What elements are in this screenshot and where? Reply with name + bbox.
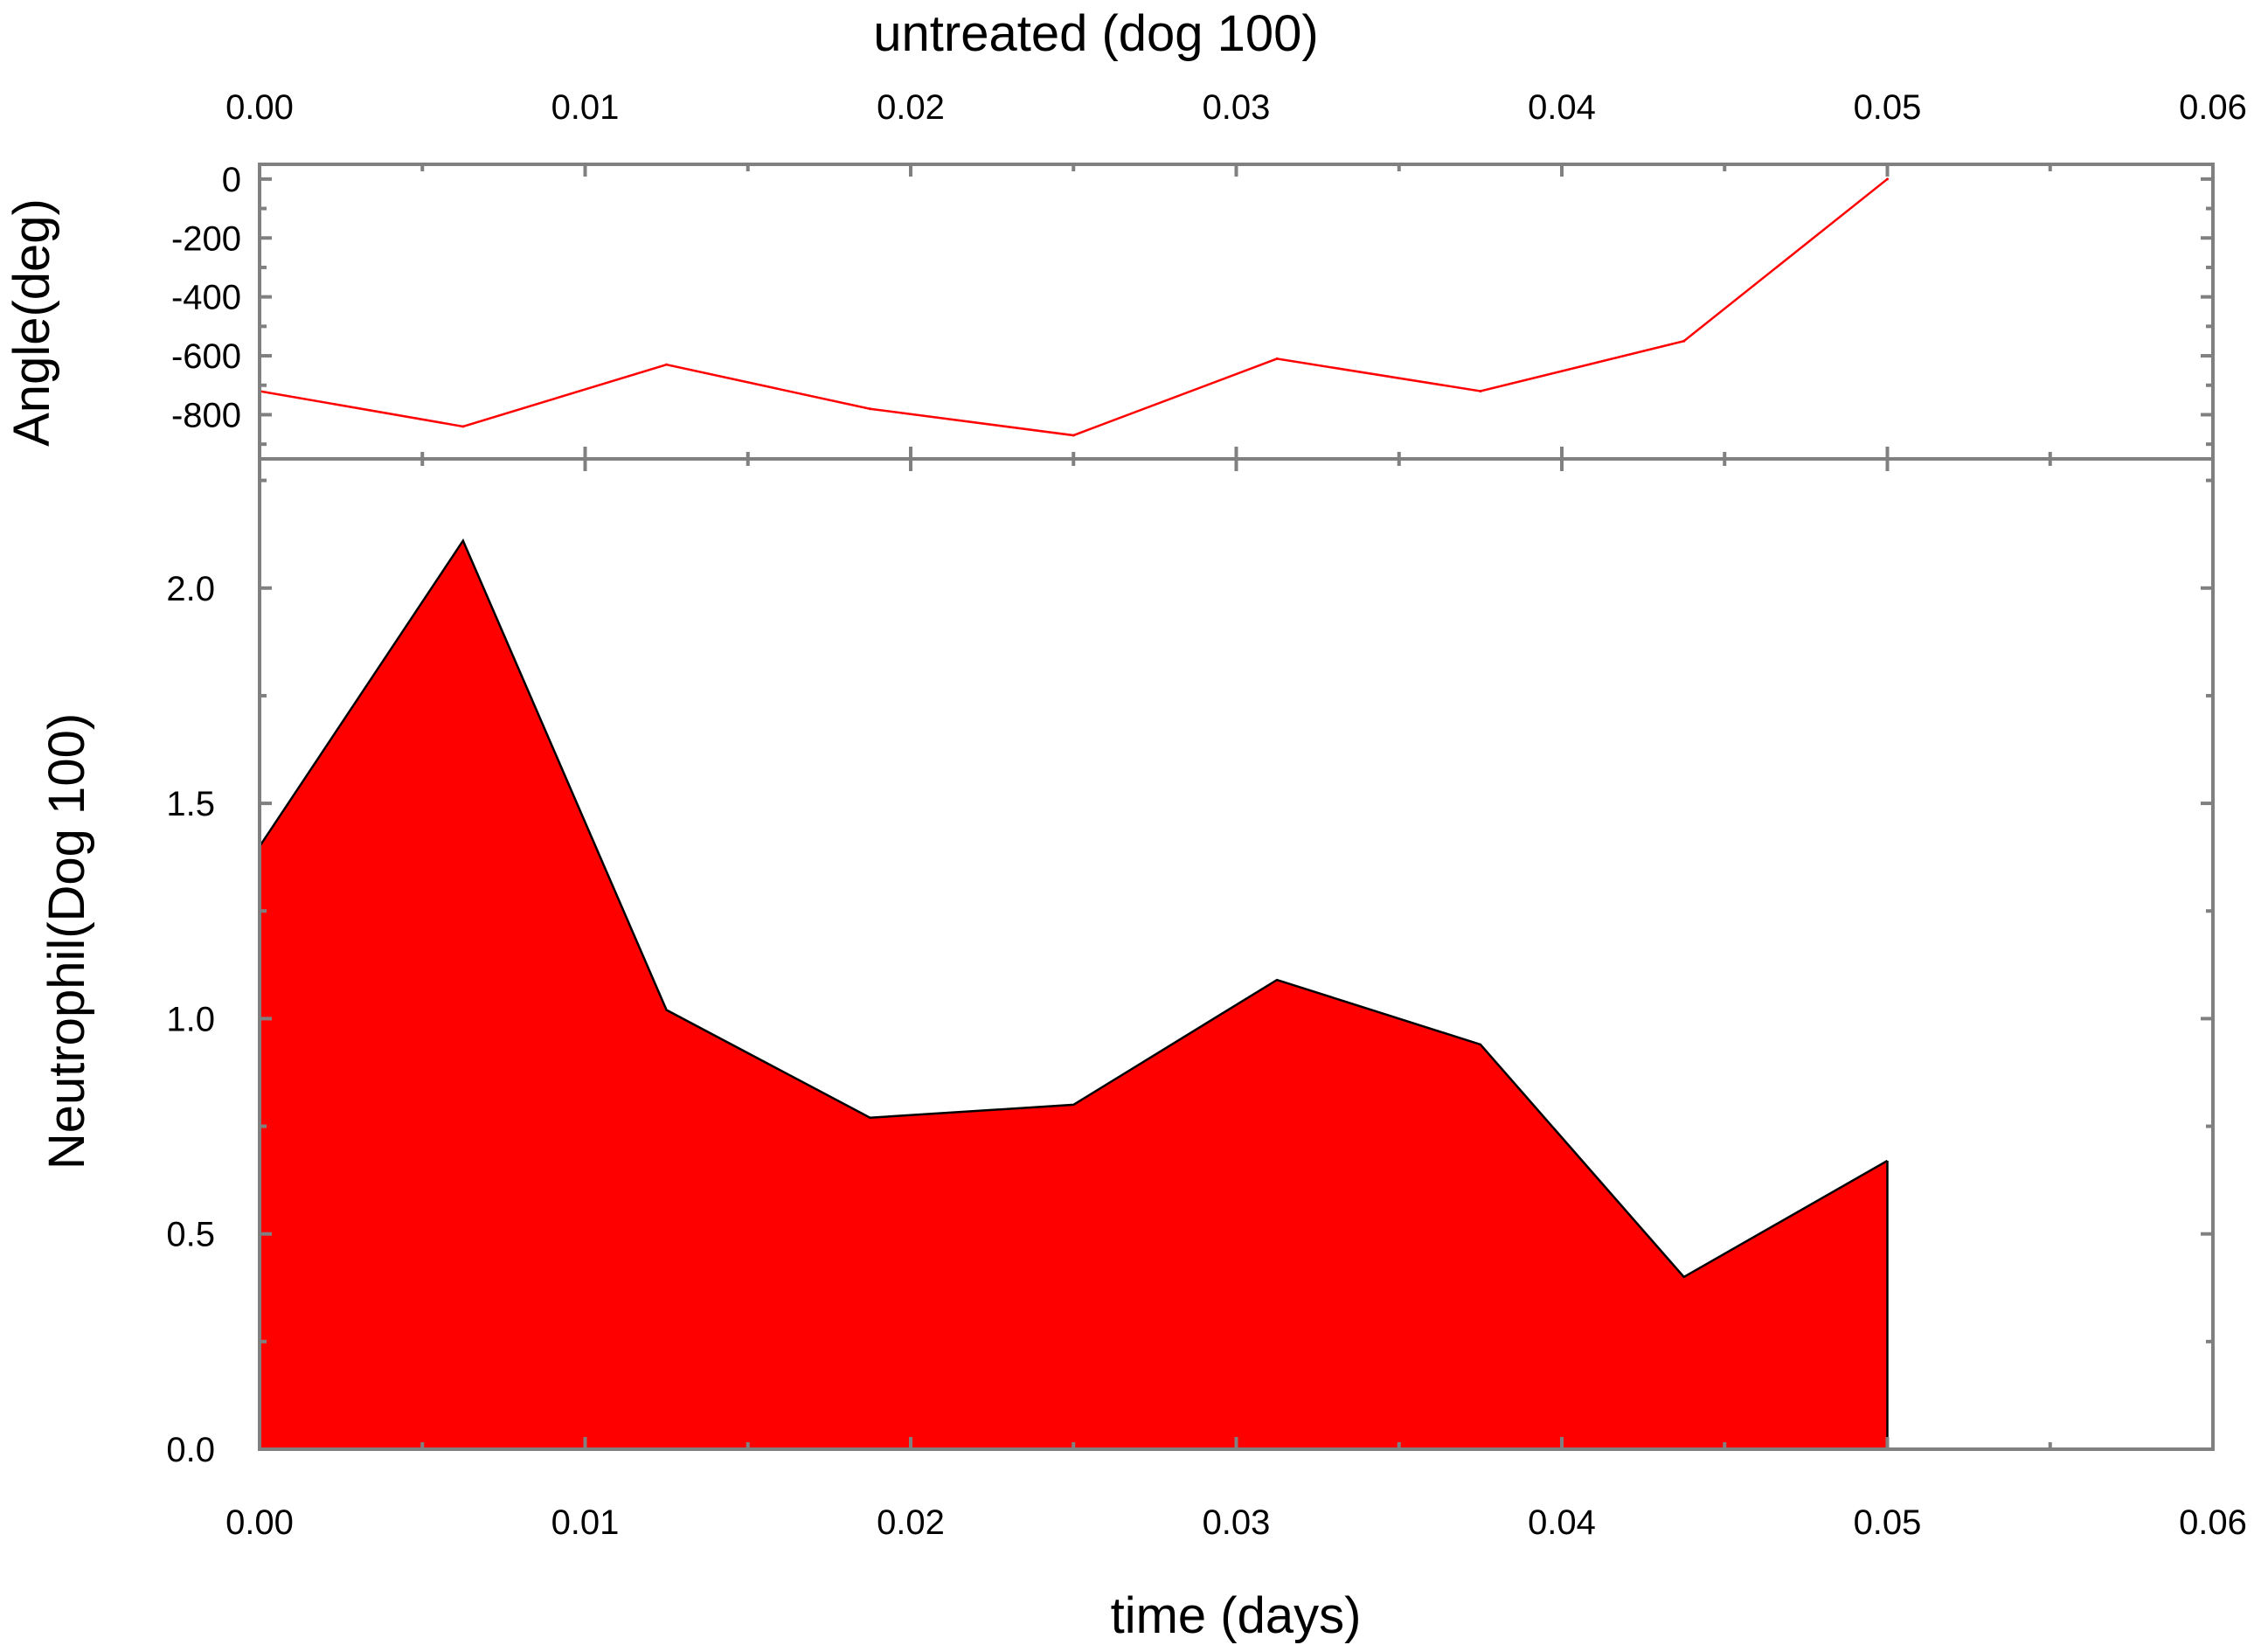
- top-x-tick-label: 0.06: [2179, 88, 2247, 127]
- angle-data-point: [1479, 389, 1482, 392]
- neutrophil-y-tick-label: 1.0: [166, 1000, 215, 1038]
- angle-data-point: [665, 363, 669, 366]
- angle-data-point: [868, 407, 871, 411]
- neutrophil-y-tick-label: 0.0: [166, 1431, 215, 1469]
- angle-y-tick-label: -200: [171, 219, 241, 258]
- angle-data-point: [1275, 357, 1279, 360]
- angle-y-tick-label: -400: [171, 279, 241, 317]
- neutrophil-y-tick-label: 0.5: [166, 1216, 215, 1254]
- neutrophil-y-tick-label: 1.5: [166, 785, 215, 823]
- neutrophil-plot-frame: [258, 457, 2215, 1451]
- time-x-axis-label: time (days): [1111, 1587, 1362, 1644]
- neutrophil-area-outline: [258, 538, 1889, 1279]
- time-x-tick-label: 0.02: [877, 1503, 945, 1542]
- top-x-tick-label: 0.05: [1854, 88, 1922, 127]
- angle-data-point: [1682, 339, 1686, 343]
- neutrophil-y-tick-label: 2.0: [166, 570, 215, 608]
- angle-y-tick-label: 0: [222, 161, 241, 199]
- neutrophil-panel: Neutrophil(Dog 100) time (days) 0.00 0.01…: [38, 457, 2247, 1644]
- top-x-tick-label: 0.04: [1528, 88, 1596, 127]
- angle-panel: untreated (dog 100) Angle(deg) 0.00 0.01 0…: [3, 5, 2247, 461]
- top-x-tick-label: 0.00: [225, 88, 294, 127]
- angle-plot-frame: [258, 163, 2215, 461]
- top-x-tick-label: 0.03: [1203, 88, 1271, 127]
- top-x-tick-label: 0.02: [877, 88, 945, 127]
- angle-data-point: [461, 425, 465, 428]
- angle-series: [258, 177, 1889, 437]
- angle-y-tick-label: -800: [171, 396, 241, 434]
- neutrophil-area: [260, 540, 1888, 1449]
- angle-axes: 0.00 0.01 0.02 0.03 0.04 0.05 0.06 0 -200 -400 -60…: [171, 88, 2247, 459]
- top-x-tick-label: 0.01: [551, 88, 620, 127]
- time-x-tick-label: 0.00: [225, 1503, 294, 1542]
- angle-data-point: [1072, 434, 1075, 437]
- time-x-tick-label: 0.04: [1528, 1503, 1596, 1542]
- angle-y-axis-label: Angle(deg): [3, 198, 60, 447]
- time-x-tick-label: 0.03: [1203, 1503, 1271, 1542]
- angle-y-tick-label: -600: [171, 337, 241, 376]
- time-x-tick-label: 0.05: [1854, 1503, 1922, 1542]
- neutrophil-y-axis-label: Neutrophil(Dog 100): [38, 713, 95, 1170]
- time-x-tick-label: 0.06: [2179, 1503, 2247, 1542]
- chart-title: untreated (dog 100): [873, 5, 1318, 62]
- time-x-tick-label: 0.01: [551, 1503, 620, 1542]
- angle-data-point: [1886, 177, 1889, 181]
- angle-series-line: [259, 177, 1889, 437]
- neutrophil-series: [258, 538, 1889, 1449]
- neutrophil-axes: 0.00 0.01 0.02 0.03 0.04 0.05 0.06 0.0 0.5 1.0 1.5…: [166, 459, 2247, 1542]
